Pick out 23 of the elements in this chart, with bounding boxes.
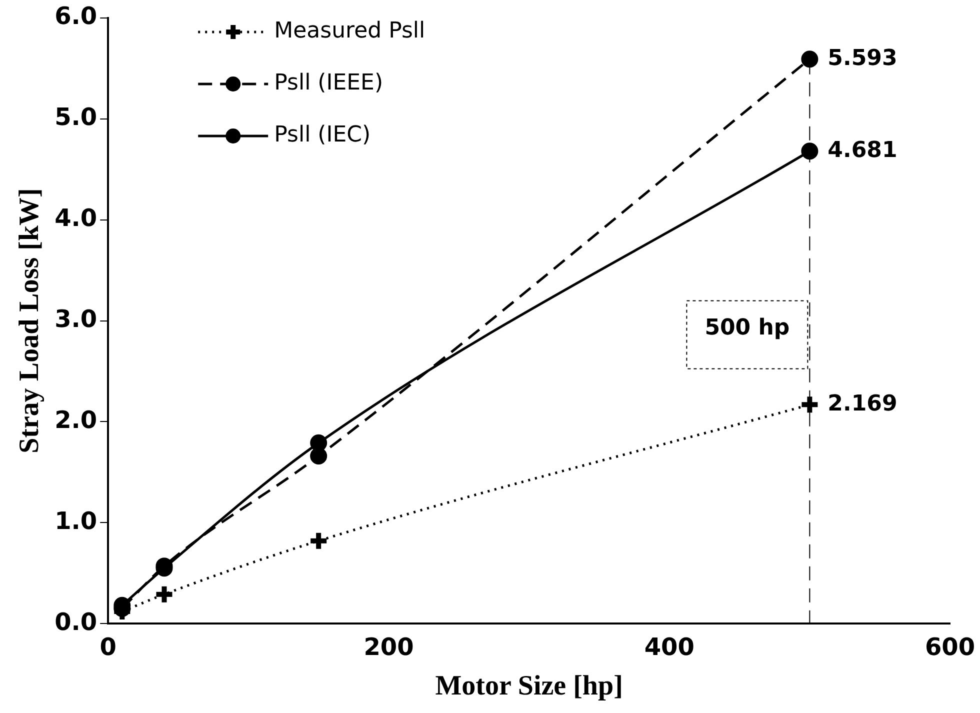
y-axis-title: Stray Load Loss [kW] <box>14 188 46 454</box>
data-label: 4.681 <box>828 138 898 163</box>
y-tick-label: 4.0 <box>54 204 98 232</box>
point <box>801 50 818 68</box>
legend-label: Psll (IEC) <box>274 122 371 148</box>
point <box>801 142 818 160</box>
x-tick-label: 0 <box>100 633 116 662</box>
point <box>310 448 328 465</box>
y-tick-label: 5.0 <box>54 103 98 132</box>
data-label: 5.593 <box>828 46 898 71</box>
x-axis-title: Motor Size [hp] <box>435 670 623 702</box>
x-tick-label: 200 <box>364 633 414 662</box>
y-tick-label: 6.0 <box>54 2 98 30</box>
data-label: 2.169 <box>828 391 898 416</box>
y-tick-label: 0.0 <box>54 608 98 636</box>
ref-line-label: 500 hp <box>704 316 790 341</box>
legend-label: Measured Psll <box>274 18 426 44</box>
y-tick-label: 3.0 <box>54 305 98 334</box>
y-tick-label: 2.0 <box>54 406 98 434</box>
y-tick-label: 1.0 <box>54 506 98 535</box>
x-tick-label: 600 <box>924 633 976 662</box>
x-tick-label: 400 <box>644 633 694 662</box>
legend-label: Psll (IEEE) <box>274 70 384 96</box>
